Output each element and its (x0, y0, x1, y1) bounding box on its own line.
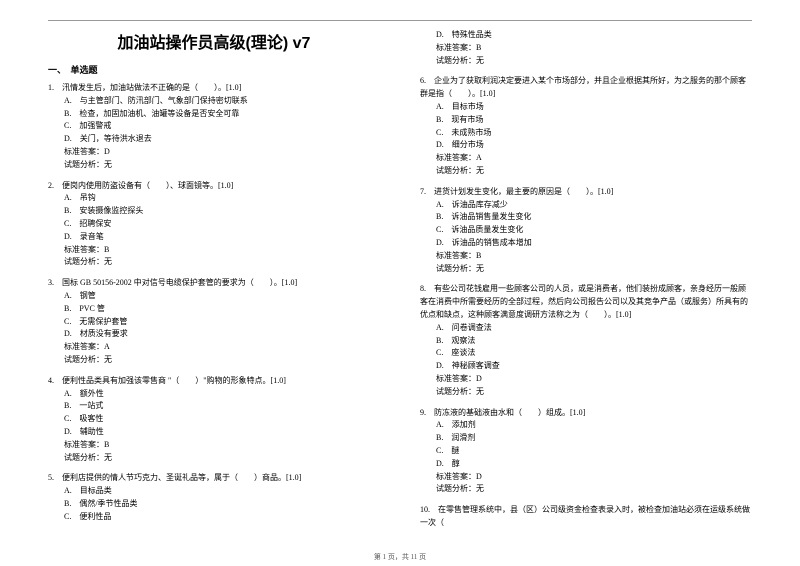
question-option: B. 安装摄像监控探头 (48, 205, 380, 218)
question-stem: 4. 便利性品类具有加强该零售商 "（ ）"购物的形象特点。[1.0] (48, 375, 380, 388)
question-option: B. 检查，加固加油机、油罐等设备是否安全可靠 (48, 108, 380, 121)
question-answer: 标准答案：D (48, 146, 380, 159)
question-option: D. 诉油品的销售成本增加 (420, 237, 752, 250)
question-answer: 标准答案：B (420, 250, 752, 263)
question-analysis: 试题分析：无 (420, 483, 752, 496)
question-option: A. 目标市场 (420, 101, 752, 114)
question-option: B. 润滑剂 (420, 432, 752, 445)
question-option: C. 醚 (420, 445, 752, 458)
question-block: 1. 汛情发生后，加油站做法不正确的是（ ）。[1.0]A. 与主管部门、防汛部… (48, 82, 380, 172)
question-analysis: 试题分析：无 (48, 452, 380, 465)
question-analysis: 试题分析：无 (48, 354, 380, 367)
question-analysis: 试题分析：无 (420, 165, 752, 178)
question-option: B. 现有市场 (420, 114, 752, 127)
question-option: D. 辅助性 (48, 426, 380, 439)
question-block: D. 特殊性品类标准答案：B试题分析：无 (420, 29, 752, 67)
question-option: A. 钢管 (48, 290, 380, 303)
page-footer: 第 1 页，共 11 页 (0, 552, 800, 562)
question-block: 4. 便利性品类具有加强该零售商 "（ ）"购物的形象特点。[1.0]A. 额外… (48, 375, 380, 465)
question-option: C. 诉油品质量发生变化 (420, 224, 752, 237)
question-option: A. 额外性 (48, 388, 380, 401)
question-stem: 8. 有些公司花钱雇用一些顾客公司的人员，或是消费者，他们装扮成顾客，亲身经历一… (420, 283, 752, 321)
question-option: B. 诉油品销售量发生变化 (420, 211, 752, 224)
question-analysis: 试题分析：无 (420, 263, 752, 276)
question-option: A. 诉油品库存减少 (420, 199, 752, 212)
question-option: D. 醇 (420, 458, 752, 471)
right-column: D. 特殊性品类标准答案：B试题分析：无 6. 企业为了获取利润决定要进入某个市… (420, 29, 752, 538)
question-option: A. 问卷调查法 (420, 322, 752, 335)
question-option: C. 吸客性 (48, 413, 380, 426)
question-answer: 标准答案：B (48, 439, 380, 452)
question-option: B. PVC 管 (48, 303, 380, 316)
question-answer: 标准答案：B (420, 42, 752, 55)
question-option: B. 偶然/季节性品类 (48, 498, 380, 511)
left-column: 加油站操作员高级(理论) v7 一、 单选题 1. 汛情发生后，加油站做法不正确… (48, 29, 380, 538)
question-answer: 标准答案：D (420, 471, 752, 484)
question-option: B. 观察法 (420, 335, 752, 348)
question-option: A. 与主管部门、防汛部门、气象部门保持密切联系 (48, 95, 380, 108)
question-option: C. 便利性品 (48, 511, 380, 524)
question-stem: 2. 便岗内使用防盗设备有（ ）、球面镜等。[1.0] (48, 180, 380, 193)
question-block: 10. 在零售管理系统中，县（区）公司级资金检查表录入时，被检查加油站必须在运级… (420, 504, 752, 530)
question-option: D. 细分市场 (420, 139, 752, 152)
question-analysis: 试题分析：无 (420, 386, 752, 399)
question-block: 7. 进货计划发生变化，最主要的原因是（ ）。[1.0]A. 诉油品库存减少B.… (420, 186, 752, 276)
question-stem: 1. 汛情发生后，加油站做法不正确的是（ ）。[1.0] (48, 82, 380, 95)
question-option: C. 招聘保安 (48, 218, 380, 231)
question-answer: 标准答案：D (420, 373, 752, 386)
question-answer: 标准答案：A (420, 152, 752, 165)
question-block: 2. 便岗内使用防盗设备有（ ）、球面镜等。[1.0]A. 吊钩B. 安装摄像监… (48, 180, 380, 270)
question-block: 3. 国标 GB 50156-2002 中对信号电缆保护套管的要求为（ ）。[1… (48, 277, 380, 367)
question-option: D. 特殊性品类 (420, 29, 752, 42)
question-block: 5. 便利店提供的情人节巧克力、圣诞礼品等，属于（ ）商品。[1.0]A. 目标… (48, 472, 380, 523)
question-analysis: 试题分析：无 (48, 256, 380, 269)
section-header: 一、 单选题 (48, 63, 380, 76)
question-stem: 6. 企业为了获取利润决定要进入某个市场部分，并且企业根据其所好，为之服务的那个… (420, 75, 752, 101)
question-option: D. 录音笔 (48, 231, 380, 244)
document-title: 加油站操作员高级(理论) v7 (48, 29, 380, 53)
question-option: D. 神秘顾客调查 (420, 360, 752, 373)
question-block: 6. 企业为了获取利润决定要进入某个市场部分，并且企业根据其所好，为之服务的那个… (420, 75, 752, 177)
question-option: C. 无需保护套管 (48, 316, 380, 329)
question-option: A. 目标品类 (48, 485, 380, 498)
question-analysis: 试题分析：无 (420, 55, 752, 68)
question-option: C. 未成熟市场 (420, 127, 752, 140)
question-option: D. 材质没有要求 (48, 328, 380, 341)
question-option: B. 一站式 (48, 400, 380, 413)
question-analysis: 试题分析：无 (48, 159, 380, 172)
question-stem: 7. 进货计划发生变化，最主要的原因是（ ）。[1.0] (420, 186, 752, 199)
question-block: 8. 有些公司花钱雇用一些顾客公司的人员，或是消费者，他们装扮成顾客，亲身经历一… (420, 283, 752, 398)
question-answer: 标准答案：B (48, 244, 380, 257)
question-stem: 9. 防冻液的基础液由水和（ ）组成。[1.0] (420, 407, 752, 420)
question-option: C. 加强警戒 (48, 120, 380, 133)
question-answer: 标准答案：A (48, 341, 380, 354)
question-stem: 5. 便利店提供的情人节巧克力、圣诞礼品等，属于（ ）商品。[1.0] (48, 472, 380, 485)
question-stem: 10. 在零售管理系统中，县（区）公司级资金检查表录入时，被检查加油站必须在运级… (420, 504, 752, 530)
question-option: A. 添加剂 (420, 419, 752, 432)
question-option: D. 关门，等待洪水退去 (48, 133, 380, 146)
question-option: C. 座谈法 (420, 347, 752, 360)
question-option: A. 吊钩 (48, 192, 380, 205)
question-stem: 3. 国标 GB 50156-2002 中对信号电缆保护套管的要求为（ ）。[1… (48, 277, 380, 290)
question-block: 9. 防冻液的基础液由水和（ ）组成。[1.0]A. 添加剂B. 润滑剂C. 醚… (420, 407, 752, 497)
